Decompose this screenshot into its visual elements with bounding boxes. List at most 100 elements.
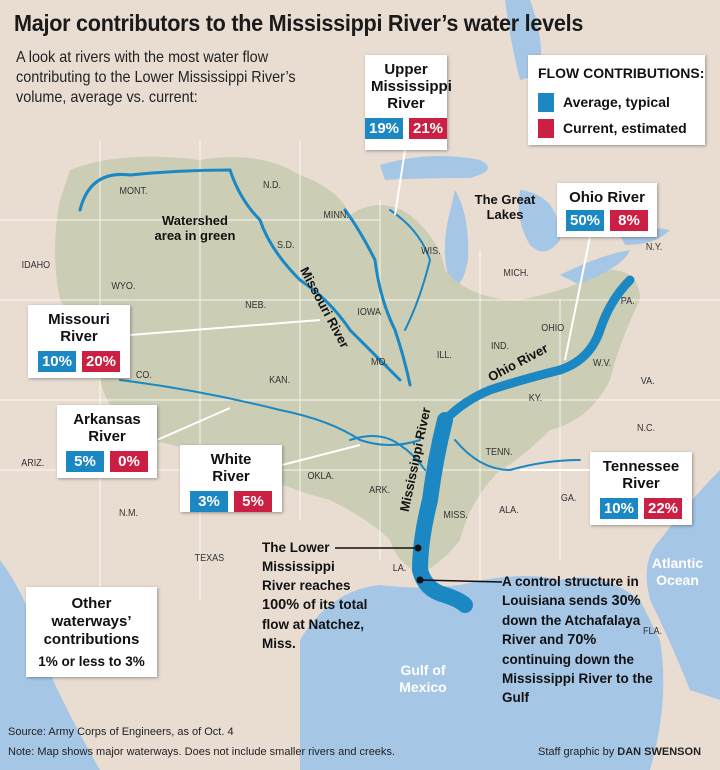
lake-michigan: [444, 190, 469, 286]
legend: FLOW CONTRIBUTIONS: Average, typical Cur…: [528, 55, 705, 145]
current-swatch: [538, 119, 554, 138]
state-label: TENN.: [485, 447, 513, 458]
state-label: OKLA.: [307, 471, 334, 482]
average-value: 10%: [599, 498, 638, 519]
wisconsin-branch-line: [389, 209, 432, 331]
current-value: 22%: [644, 498, 683, 519]
gulf-of-mexico: [300, 576, 664, 770]
gulf-label: Gulf of Mexico: [399, 662, 447, 695]
current-value: 5%: [234, 491, 272, 512]
page-title: Major contributors to the Mississippi Ri…: [14, 10, 584, 36]
other-value: 1% or less to 3%: [38, 654, 145, 669]
average-value: 50%: [565, 210, 605, 231]
state-label: N.M.: [119, 508, 139, 519]
lower-mississippi-line: [411, 412, 473, 613]
lake-superior: [380, 156, 488, 180]
current-value: 0%: [110, 451, 148, 472]
state-label: MISS.: [443, 510, 468, 521]
note-bold: 30%: [611, 593, 641, 609]
arkansas-river-line: [119, 379, 421, 446]
callout-upper-mississippi: Upper Mississippi River 19% 21%: [365, 55, 452, 150]
river-name: Missouri River: [48, 311, 110, 345]
state-label: MONT.: [119, 186, 148, 197]
note-text: The Lower Mississippi River reaches: [262, 540, 351, 593]
state-label: ARIZ.: [21, 458, 45, 469]
river-name: Ohio River: [569, 189, 645, 206]
note-text: continuing down the Mississippi River to…: [502, 652, 653, 705]
state-label: W.V.: [593, 358, 612, 369]
state-label: MINN.: [323, 210, 349, 221]
state-label: CO.: [135, 370, 152, 381]
state-label: FLA.: [643, 626, 663, 637]
river-name: Tennessee River: [602, 458, 680, 492]
legend-average: Average, typical: [563, 94, 670, 110]
great-lakes-label: The Great Lakes: [474, 192, 536, 222]
callout-tennessee: Tennessee River 10% 22%: [590, 452, 692, 525]
average-value: 19%: [365, 118, 403, 139]
note-text: down the Atchafalaya River and: [502, 613, 641, 647]
state-label: IND.: [491, 341, 509, 352]
state-label: IOWA: [357, 307, 381, 318]
state-label: TEXAS: [194, 553, 225, 564]
note-text: of its total flow at Natchez, Miss.: [262, 597, 368, 651]
state-label: ARK.: [369, 485, 391, 496]
state-label: WYO.: [111, 281, 136, 292]
average-value: 10%: [37, 351, 76, 372]
state-label: N.Y.: [645, 242, 663, 253]
callout-white: White River 3% 5%: [180, 445, 282, 512]
note-text: A control structure in Louisiana sends: [502, 574, 639, 608]
atlantic-ocean: [646, 470, 720, 700]
state-label: ILL.: [436, 350, 452, 361]
watershed-label: Watershed area in green: [154, 213, 236, 243]
control-structure-note: A control structure in Louisiana sends 3…: [502, 572, 657, 707]
river-name: White River: [210, 451, 252, 485]
state-label: GA.: [560, 493, 577, 504]
lake-erie: [560, 250, 630, 285]
state-label: S.D.: [276, 240, 295, 251]
upper-mississippi-line: [343, 208, 412, 387]
current-value: 20%: [82, 351, 121, 372]
state-label: NEB.: [245, 300, 267, 311]
current-value: 8%: [610, 210, 649, 231]
atlantic-label: Atlantic Ocean: [651, 555, 704, 588]
state-label: ALA.: [499, 505, 519, 516]
rivers: [78, 168, 635, 613]
other-name: Other waterways’ contributions: [43, 595, 140, 648]
callout-other-waterways: Other waterways’ contributions 1% or les…: [26, 587, 157, 677]
callout-missouri: Missouri River 10% 20%: [28, 305, 130, 378]
state-label: IDAHO: [21, 260, 51, 271]
lake-huron: [518, 190, 560, 252]
callout-arkansas: Arkansas River 5% 0%: [57, 405, 157, 478]
ohio-river-line: [440, 275, 635, 425]
state-label: VA.: [640, 376, 655, 387]
state-label: N.D.: [263, 180, 281, 191]
pacific-ocean: [0, 560, 100, 770]
control-structure-marker: [416, 576, 424, 584]
legend-current: Current, estimated: [563, 120, 687, 136]
state-label: MO.: [370, 357, 388, 368]
state-label: N.C.: [637, 423, 655, 434]
note-bold: 70%: [567, 632, 597, 648]
credit: Staff graphic by DAN SWENSON: [538, 746, 701, 758]
river-name: Arkansas River: [73, 411, 141, 445]
state-label: LA.: [392, 563, 407, 574]
note-bold: 100%: [262, 597, 300, 613]
source: Source: Army Corps of Engineers, as of O…: [8, 726, 234, 738]
state-label: KAN.: [269, 375, 291, 386]
average-value: 3%: [190, 491, 228, 512]
tennessee-river-line: [454, 439, 581, 472]
natchez-marker: [414, 544, 422, 552]
callout-ohio: Ohio River 50% 8%: [557, 183, 657, 237]
river-name: Upper Mississippi River: [371, 61, 452, 112]
current-value: 21%: [409, 118, 447, 139]
white-river-line: [349, 435, 426, 471]
missouri-river-line: [78, 168, 402, 382]
state-label: PA.: [620, 296, 635, 307]
credit-prefix: Staff graphic by: [538, 746, 618, 758]
state-label: OHIO: [541, 323, 565, 334]
credit-name: DAN SWENSON: [617, 746, 702, 758]
state-label: WIS.: [421, 246, 441, 257]
state-label: MICH.: [503, 268, 529, 279]
footnote: Note: Map shows major waterways. Does no…: [8, 746, 395, 758]
